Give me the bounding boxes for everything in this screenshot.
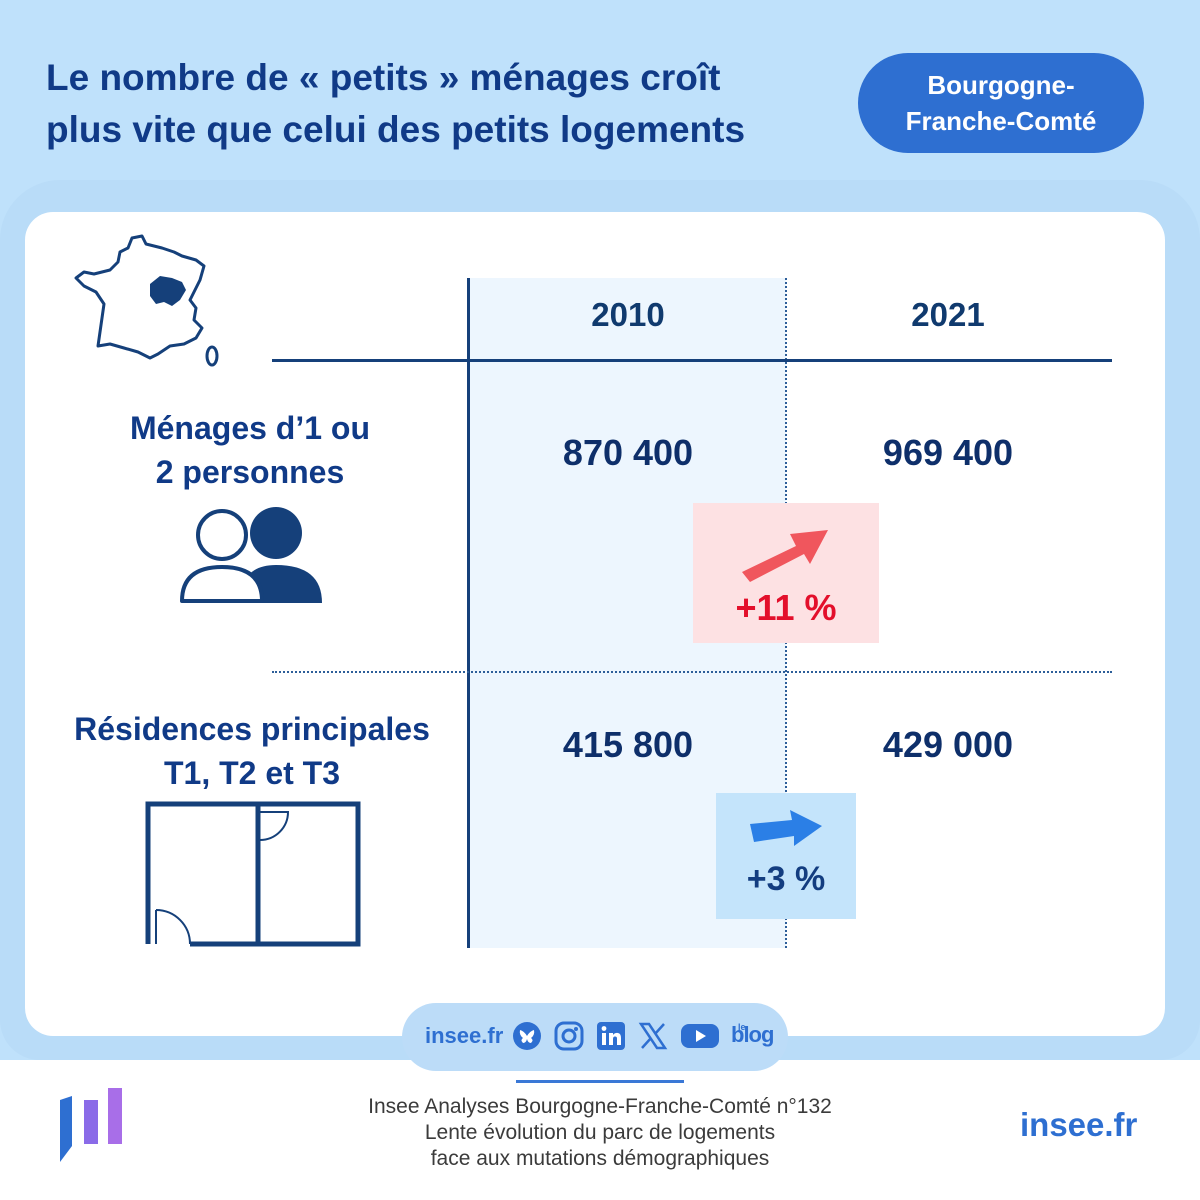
linkedin-icon[interactable] <box>596 1021 626 1051</box>
page-title: Le nombre de « petits » ménages croît pl… <box>46 52 846 156</box>
row-label-residences-line-2: T1, T2 et T3 <box>163 755 341 791</box>
column-header-2021: 2021 <box>911 296 985 333</box>
change-menages-value: +11 % <box>735 587 837 628</box>
region-badge: Bourgogne- Franche-Comté <box>858 53 1144 153</box>
row-label-residences-line-1: Résidences principales <box>74 711 430 747</box>
brand-url-link[interactable]: insee.fr <box>1020 1106 1138 1143</box>
social-site-link[interactable]: insee.fr <box>425 1023 504 1048</box>
publication-line-2: Lente évolution du parc de logements <box>424 1121 776 1144</box>
france-map-icon <box>74 234 219 367</box>
publication-line-1: Insee Analyses Bourgogne-Franche-Comté n… <box>368 1095 832 1118</box>
row-label-residences: Résidences principales T1, T2 et T3 <box>52 707 452 795</box>
row-label-menages: Ménages d’1 ou 2 personnes <box>80 406 420 494</box>
change-residences-value: +3 % <box>746 860 826 898</box>
change-badge-menages: +11 % <box>693 503 879 643</box>
title-line-2: plus vite que celui des petits logements <box>46 109 746 150</box>
publication-line-3: face aux mutations démographiques <box>430 1147 770 1170</box>
table-row-divider <box>272 671 1112 673</box>
value-residences-2010: 415 800 <box>562 724 694 765</box>
social-links-bar <box>402 1003 788 1071</box>
change-badge-residences: +3 % <box>716 793 856 919</box>
x-icon[interactable] <box>638 1021 668 1051</box>
value-residences-2021: 429 000 <box>882 724 1014 765</box>
two-people-icon <box>180 507 322 603</box>
youtube-icon[interactable] <box>680 1021 720 1051</box>
floor-plan-icon <box>145 801 361 947</box>
table-header-divider <box>272 359 1112 362</box>
table-vertical-divider <box>467 278 470 948</box>
title-line-1: Le nombre de « petits » ménages croît <box>46 57 721 98</box>
blog-icon[interactable]: blog <box>731 1022 774 1047</box>
value-menages-2021: 969 400 <box>882 432 1014 473</box>
bluesky-icon[interactable] <box>512 1021 542 1051</box>
blog-le-label: le <box>738 1022 746 1032</box>
value-menages-2010: 870 400 <box>562 432 694 473</box>
instagram-icon[interactable] <box>554 1021 584 1051</box>
publication-reference: Insee Analyses Bourgogne-Franche-Comté n… <box>300 1094 900 1172</box>
region-line-2: Franche-Comté <box>905 106 1097 136</box>
column-header-2010: 2010 <box>591 296 665 333</box>
footer-divider <box>516 1080 684 1083</box>
region-line-1: Bourgogne- <box>927 70 1075 100</box>
row-label-menages-line-1: Ménages d’1 ou <box>129 410 371 446</box>
arrow-right-icon <box>750 810 822 846</box>
arrow-up-right-icon <box>742 530 828 582</box>
insee-logo <box>60 1088 122 1162</box>
row-label-menages-line-2: 2 personnes <box>155 454 345 490</box>
